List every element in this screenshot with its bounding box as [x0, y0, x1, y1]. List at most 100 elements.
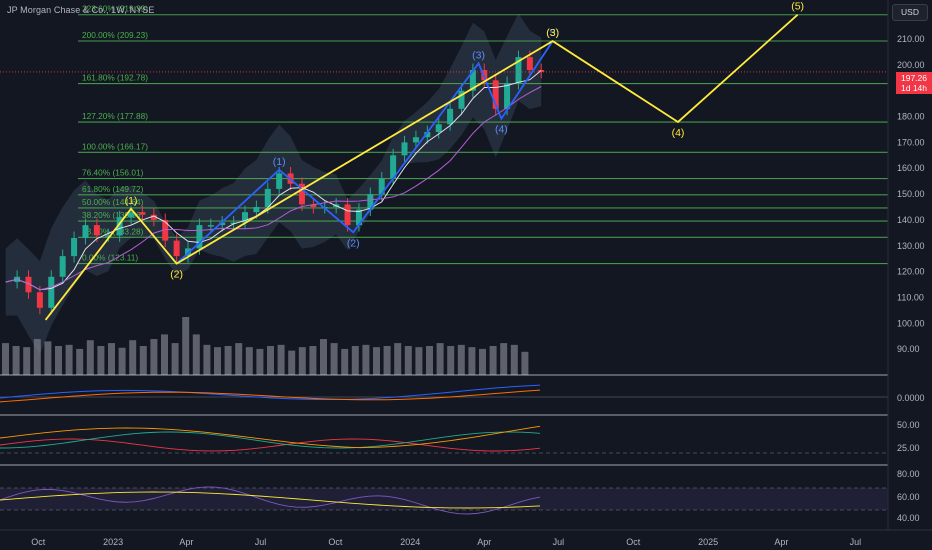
- candle-body: [48, 276, 55, 308]
- fib-label: 38.20% (139.56): [82, 210, 144, 220]
- y-tick-label: 110.00: [897, 292, 924, 302]
- x-tick-label: 2024: [400, 537, 420, 547]
- x-tick-label: Apr: [774, 537, 788, 547]
- x-tick-label: 2023: [103, 537, 123, 547]
- y-tick-label: 200.00: [897, 60, 925, 70]
- volume-bar: [245, 347, 253, 375]
- indicator-tick-label: 25.00: [897, 443, 920, 453]
- candle-body: [82, 225, 89, 239]
- wave-yellow-label: (3): [546, 27, 559, 39]
- volume-bar: [256, 348, 264, 375]
- indicator-tick-label: 80.00: [897, 469, 920, 479]
- candle-body: [162, 219, 169, 241]
- x-tick-label: Oct: [328, 537, 343, 547]
- volume-bar: [118, 347, 126, 375]
- wave-yellow-label: (5): [791, 1, 804, 13]
- y-tick-label: 130.00: [897, 241, 925, 251]
- indicator-tick-label: 50.00: [897, 420, 920, 430]
- wave-blue-label: (1): [273, 156, 286, 168]
- adx-line: [0, 425, 541, 449]
- wave-blue-label: (4): [495, 124, 508, 136]
- y-tick-label: 150.00: [897, 189, 925, 199]
- indicator-panes: [0, 374, 932, 531]
- volume-bar: [362, 344, 370, 375]
- fib-label: 0.00% (123.11): [82, 253, 138, 263]
- volume-bar: [426, 346, 433, 375]
- bollinger-band-layer: [5, 13, 542, 355]
- x-tick-label: Jul: [850, 537, 862, 547]
- y-tick-label: 100.00: [897, 318, 925, 328]
- volume-bar: [267, 346, 274, 375]
- x-tick-label: Apr: [179, 537, 193, 547]
- volume-bar: [383, 346, 391, 375]
- wave-blue-label: (5): [546, 27, 559, 39]
- candle-body: [447, 108, 454, 125]
- rsi-band: [0, 488, 888, 510]
- volume-bar: [320, 339, 327, 375]
- fib-label: 76.40% (156.01): [82, 168, 144, 178]
- volume-bar: [224, 346, 232, 375]
- volume-bar: [203, 344, 211, 375]
- moving-average-fast: [5, 70, 542, 291]
- candle-body: [504, 82, 511, 109]
- volume-bar: [500, 343, 508, 375]
- volume-bar: [373, 347, 380, 375]
- volume-bar: [55, 346, 62, 375]
- y-tick-label: 120.00: [897, 267, 925, 277]
- volume-bar: [129, 340, 137, 375]
- fib-label: 61.80% (149.72): [82, 184, 144, 194]
- candle-body: [435, 124, 442, 133]
- wave-blue-label: (3): [472, 49, 485, 61]
- candle-body: [424, 132, 431, 138]
- price-candles: [0, 50, 888, 315]
- rsi-ma-line: [0, 491, 541, 509]
- y-tick-label: 90.00: [897, 344, 920, 354]
- fib-label: 223.60% (219.39): [82, 4, 148, 14]
- last-price-tag: 197.26 1d 14h: [896, 72, 932, 94]
- volume-bar: [394, 343, 402, 375]
- last-price-value: 197.26: [901, 73, 927, 83]
- volume-bar: [479, 348, 486, 375]
- candle-body: [344, 204, 351, 226]
- y-tick-label: 160.00: [897, 163, 925, 173]
- fib-label: 200.00% (209.23): [82, 30, 148, 40]
- volume-bar: [171, 343, 179, 375]
- candle-body: [458, 90, 465, 109]
- y-tick-label: 210.00: [897, 34, 925, 44]
- candle-body: [469, 70, 476, 91]
- candle-body: [515, 57, 522, 83]
- volume-bar: [235, 343, 243, 375]
- volume-bar: [97, 346, 105, 375]
- candle-body: [150, 214, 157, 220]
- candle-body: [230, 222, 237, 225]
- volume-bar: [44, 341, 52, 375]
- volume-bar: [341, 348, 349, 375]
- volume-bar: [351, 346, 359, 375]
- candle-body: [310, 204, 317, 208]
- candle-body: [207, 225, 214, 227]
- candle-body: [25, 276, 32, 293]
- candle-body: [276, 173, 283, 189]
- candle-body: [105, 235, 112, 237]
- volume-bar: [192, 334, 200, 375]
- candle-body: [390, 155, 397, 179]
- candle-body: [139, 212, 146, 215]
- volume-bar: [76, 348, 84, 375]
- volume-bar: [277, 344, 285, 375]
- volume-bar: [330, 343, 338, 375]
- candle-body: [253, 207, 260, 213]
- candle-body: [412, 137, 419, 143]
- volume-bar: [436, 343, 444, 375]
- y-tick-label: 140.00: [897, 215, 925, 225]
- indicator-tick-label: 40.00: [897, 513, 920, 523]
- currency-button[interactable]: USD: [892, 4, 928, 21]
- y-tick-label: 170.00: [897, 137, 925, 147]
- volume-bar: [33, 339, 41, 375]
- candle-body: [298, 183, 305, 205]
- volume-bar: [214, 347, 221, 375]
- macd-signal-line: [0, 389, 541, 403]
- volume-bar: [447, 346, 455, 375]
- candle-body: [116, 217, 123, 236]
- volume-bar: [489, 346, 497, 375]
